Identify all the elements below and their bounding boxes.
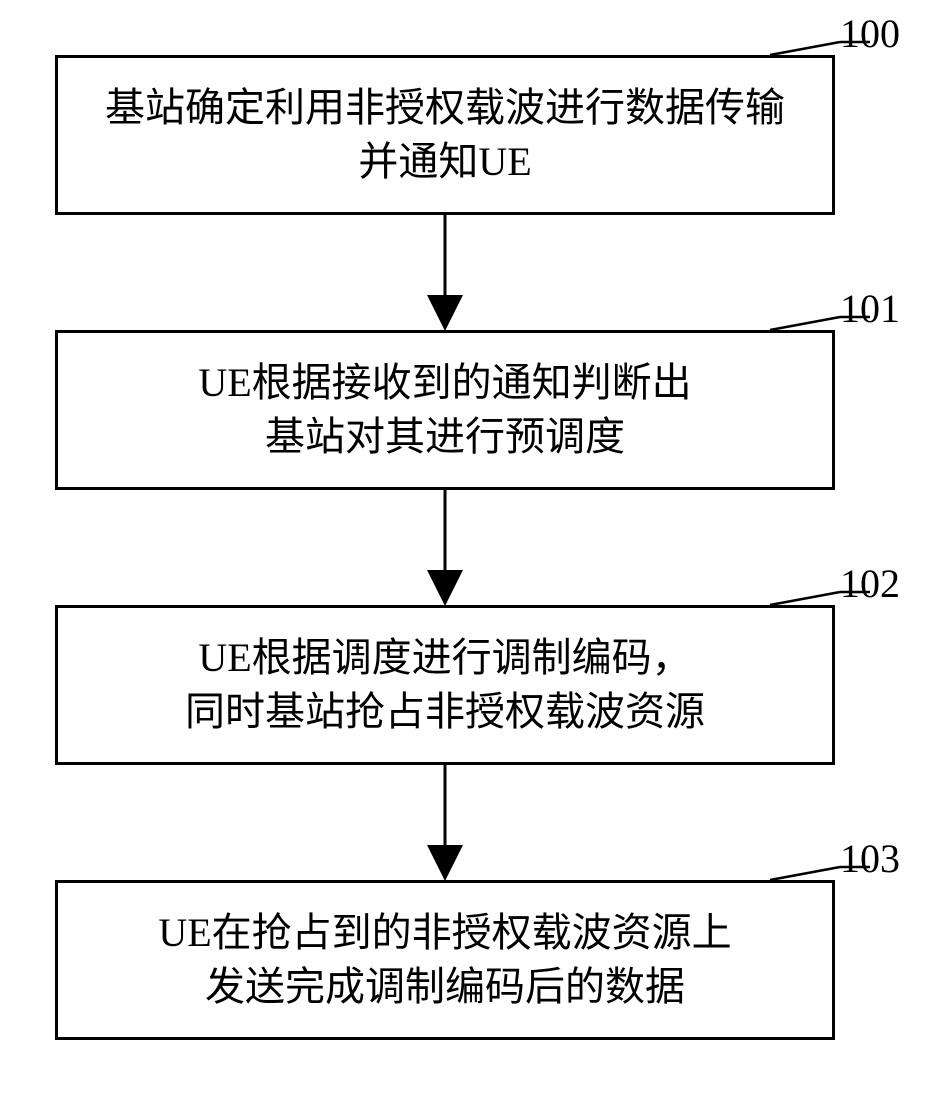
ref-label: 101 [840, 285, 900, 332]
ref-label: 102 [840, 560, 900, 607]
ref-label: 103 [840, 835, 900, 882]
node-text-line: UE在抢占到的非授权载波资源上 [158, 906, 731, 960]
node-text-line: 基站对其进行预调度 [265, 410, 625, 464]
flowchart-canvas: 基站确定利用非授权载波进行数据传输 并通知UE 100 UE根据接收到的通知判断… [0, 0, 934, 1112]
flowchart-node: UE在抢占到的非授权载波资源上 发送完成调制编码后的数据 [55, 880, 835, 1040]
node-text-line: UE根据调度进行调制编码， [198, 631, 691, 685]
node-text-line: UE根据接收到的通知判断出 [198, 356, 691, 410]
ref-label: 100 [840, 10, 900, 57]
node-text-line: 并通知UE [358, 135, 531, 189]
flowchart-node: 基站确定利用非授权载波进行数据传输 并通知UE [55, 55, 835, 215]
flowchart-node: UE根据接收到的通知判断出 基站对其进行预调度 [55, 330, 835, 490]
node-text-line: 同时基站抢占非授权载波资源 [185, 685, 705, 739]
flowchart-node: UE根据调度进行调制编码， 同时基站抢占非授权载波资源 [55, 605, 835, 765]
node-text-line: 发送完成调制编码后的数据 [205, 960, 685, 1014]
node-text-line: 基站确定利用非授权载波进行数据传输 [105, 81, 785, 135]
